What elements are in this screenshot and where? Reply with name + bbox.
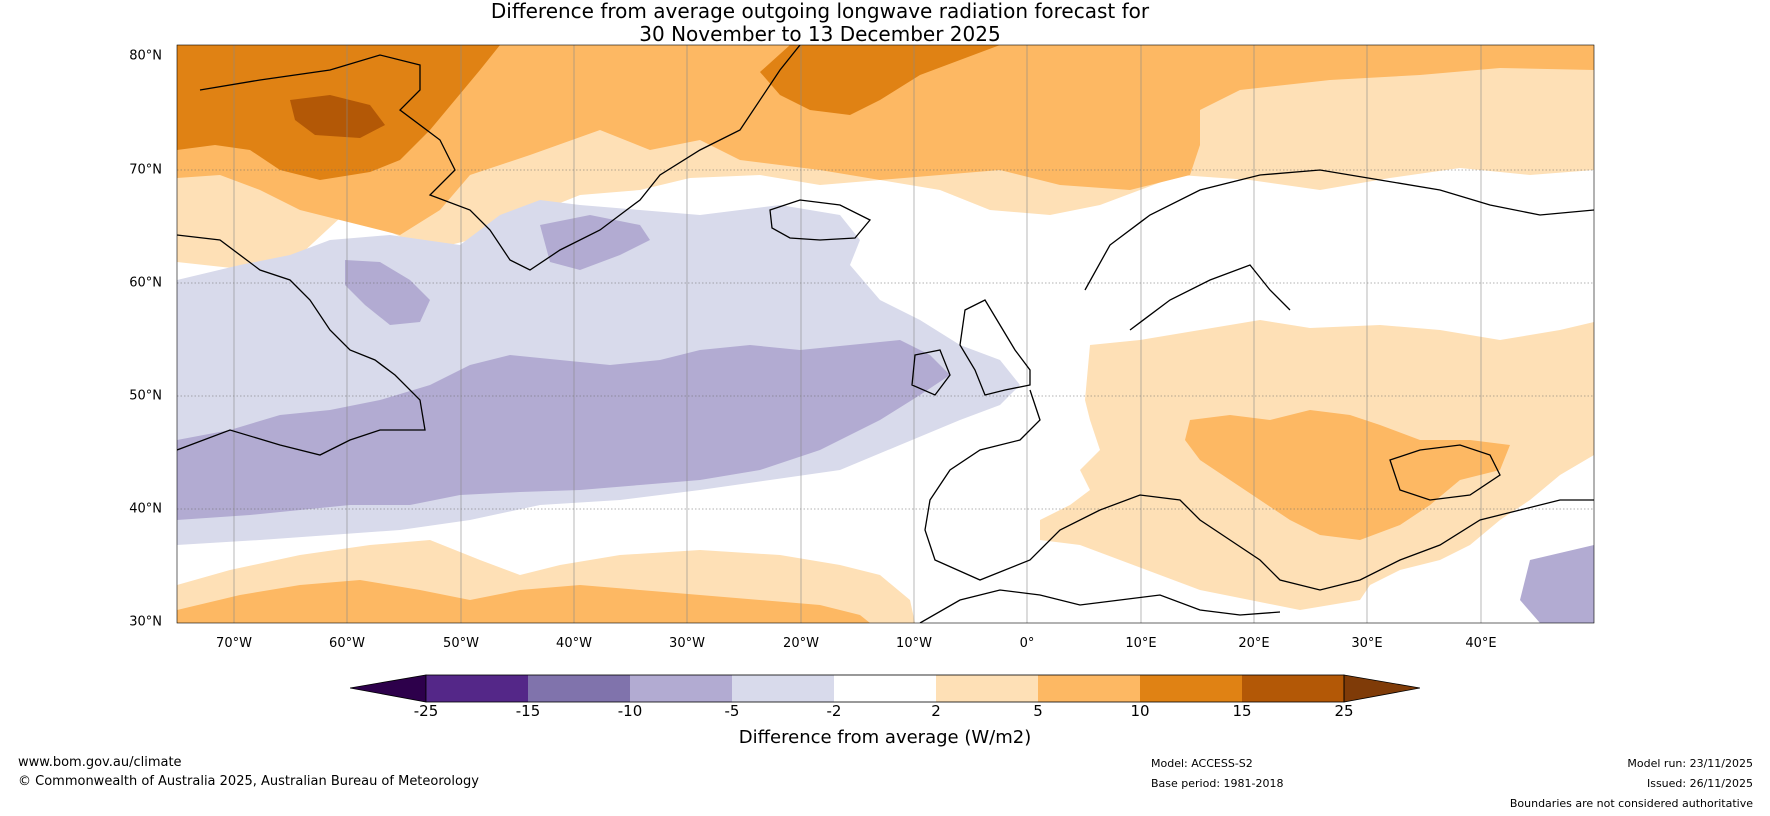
model-run-text: Model run: 23/11/2025 [1627, 757, 1753, 770]
lat-label: 80°N [129, 48, 162, 64]
anomaly-region-labrador-sea [345, 260, 430, 325]
colorbar-segment [834, 675, 936, 702]
colorbar-segment [936, 675, 1038, 702]
lon-label: 0° [1019, 636, 1035, 651]
colorbar-tick: 5 [1033, 702, 1043, 720]
colorbar-tick: -25 [413, 702, 439, 720]
colorbar-tick: -2 [826, 702, 842, 720]
colorbar-tick: 10 [1130, 702, 1150, 720]
map-frame [176, 44, 1595, 624]
colorbar-extend-min [350, 674, 427, 703]
colorbar-tick: 25 [1334, 702, 1354, 720]
continental-europe-coast [924, 389, 1594, 591]
colorbar-segment [630, 675, 732, 702]
base-period-text: Base period: 1981-2018 [1151, 777, 1284, 790]
colorbar-label: Difference from average (W/m2) [738, 727, 1032, 748]
anomaly-region-greenland-sea [177, 45, 1594, 235]
north-africa-coast [919, 589, 1281, 623]
colorbar-segment [1038, 675, 1140, 702]
colorbar-tick: 15 [1232, 702, 1252, 720]
chart-title: Difference from average outgoing longwav… [0, 0, 1640, 46]
anomaly-region-south-east-corner [1520, 545, 1594, 623]
lon-label: 30°W [669, 636, 705, 651]
lat-label: 30°N [129, 614, 162, 630]
colorbar-segment [1242, 675, 1344, 702]
colorbar-tick: -5 [724, 702, 740, 720]
lon-label: 70°W [216, 636, 252, 651]
colorbar-tick: 2 [931, 702, 941, 720]
anomaly-region-svalbard [760, 45, 1000, 115]
lat-label: 50°N [129, 388, 162, 404]
lon-label: 30°E [1351, 636, 1383, 651]
disclaimer-text: Boundaries are not considered authoritat… [1509, 797, 1753, 810]
lon-label: 20°W [783, 636, 819, 651]
anomaly-region-balkans [1185, 410, 1510, 540]
colorbar-segment [528, 675, 630, 702]
colorbar-tick: -15 [515, 702, 541, 720]
anomaly-region-greenland-peak [290, 95, 385, 138]
anomaly-region-atlantic-core [177, 340, 950, 520]
copyright-text: © Commonwealth of Australia 2025, Austra… [18, 774, 479, 789]
canada-coast [177, 234, 426, 456]
map-fill-layer [177, 45, 1594, 623]
iceland-coast [769, 199, 872, 241]
colorbar-segment [1140, 675, 1242, 702]
title-line-2: 30 November to 13 December 2025 [639, 22, 1001, 46]
title-line-1: Difference from average outgoing longwav… [490, 0, 1150, 23]
lat-label: 60°N [129, 275, 162, 291]
colorbar-outline [425, 674, 1345, 703]
lon-label: 20°E [1238, 636, 1270, 651]
scandinavia-coast [1084, 169, 1594, 331]
colorbar-segment [426, 675, 528, 702]
lon-label: 60°W [329, 636, 365, 651]
colorbar-segment [732, 675, 834, 702]
meridians [233, 45, 1482, 623]
graticule [177, 169, 1594, 510]
black-sea-coast [1389, 444, 1501, 501]
lon-label: 50°W [443, 636, 479, 651]
issued-text: Issued: 26/11/2025 [1646, 777, 1753, 790]
lon-label: 40°W [556, 636, 592, 651]
lat-label: 40°N [129, 501, 162, 517]
website-link[interactable]: www.bom.gov.au/climate [18, 755, 182, 770]
lon-label: 10°E [1125, 636, 1157, 651]
british-isles-coast [911, 299, 1031, 396]
colorbar [350, 674, 1420, 703]
colorbar-tick: -10 [617, 702, 643, 720]
lon-label: 40°E [1465, 636, 1497, 651]
anomaly-region-iceland-strait [540, 215, 650, 270]
colorbar-extend-max [1343, 674, 1420, 703]
anomaly-region-atlantic-band [177, 580, 870, 623]
model-text: Model: ACCESS-S2 [1151, 757, 1253, 770]
lat-label: 70°N [129, 162, 162, 178]
lon-label: 10°W [896, 636, 932, 651]
coastlines [177, 45, 1594, 623]
greenland-coast [199, 45, 801, 271]
